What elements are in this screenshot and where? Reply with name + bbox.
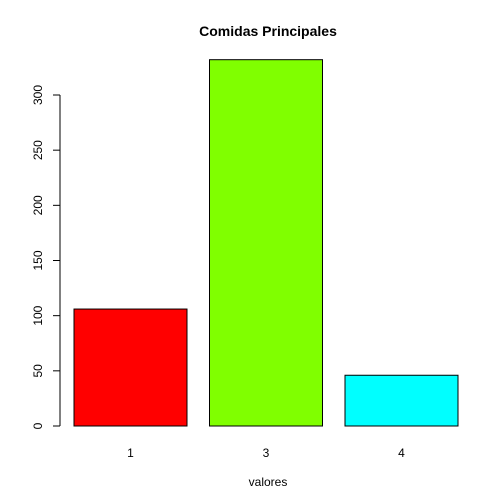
y-axis: 0 50 100 150 200 250 300 — [31, 85, 61, 429]
bars — [73, 59, 459, 427]
y-tick-label: 0 — [31, 422, 45, 429]
x-tick-labels: 1 3 4 — [127, 446, 405, 460]
y-tick-label: 200 — [31, 195, 45, 215]
y-tick-label: 250 — [31, 140, 45, 160]
x-tick-label: 1 — [127, 446, 134, 460]
bar-1 — [73, 308, 188, 427]
chart-title: Comidas Principales — [199, 23, 337, 39]
y-tick-label: 150 — [31, 250, 45, 270]
x-tick-label: 4 — [398, 446, 405, 460]
y-tick-label: 300 — [31, 85, 45, 105]
bar-3 — [209, 59, 323, 427]
x-axis-label: valores — [249, 475, 288, 489]
x-tick-label: 3 — [263, 446, 270, 460]
bar-4 — [344, 374, 459, 427]
y-tick-label: 100 — [31, 305, 45, 325]
y-tick-label: 50 — [31, 364, 45, 378]
